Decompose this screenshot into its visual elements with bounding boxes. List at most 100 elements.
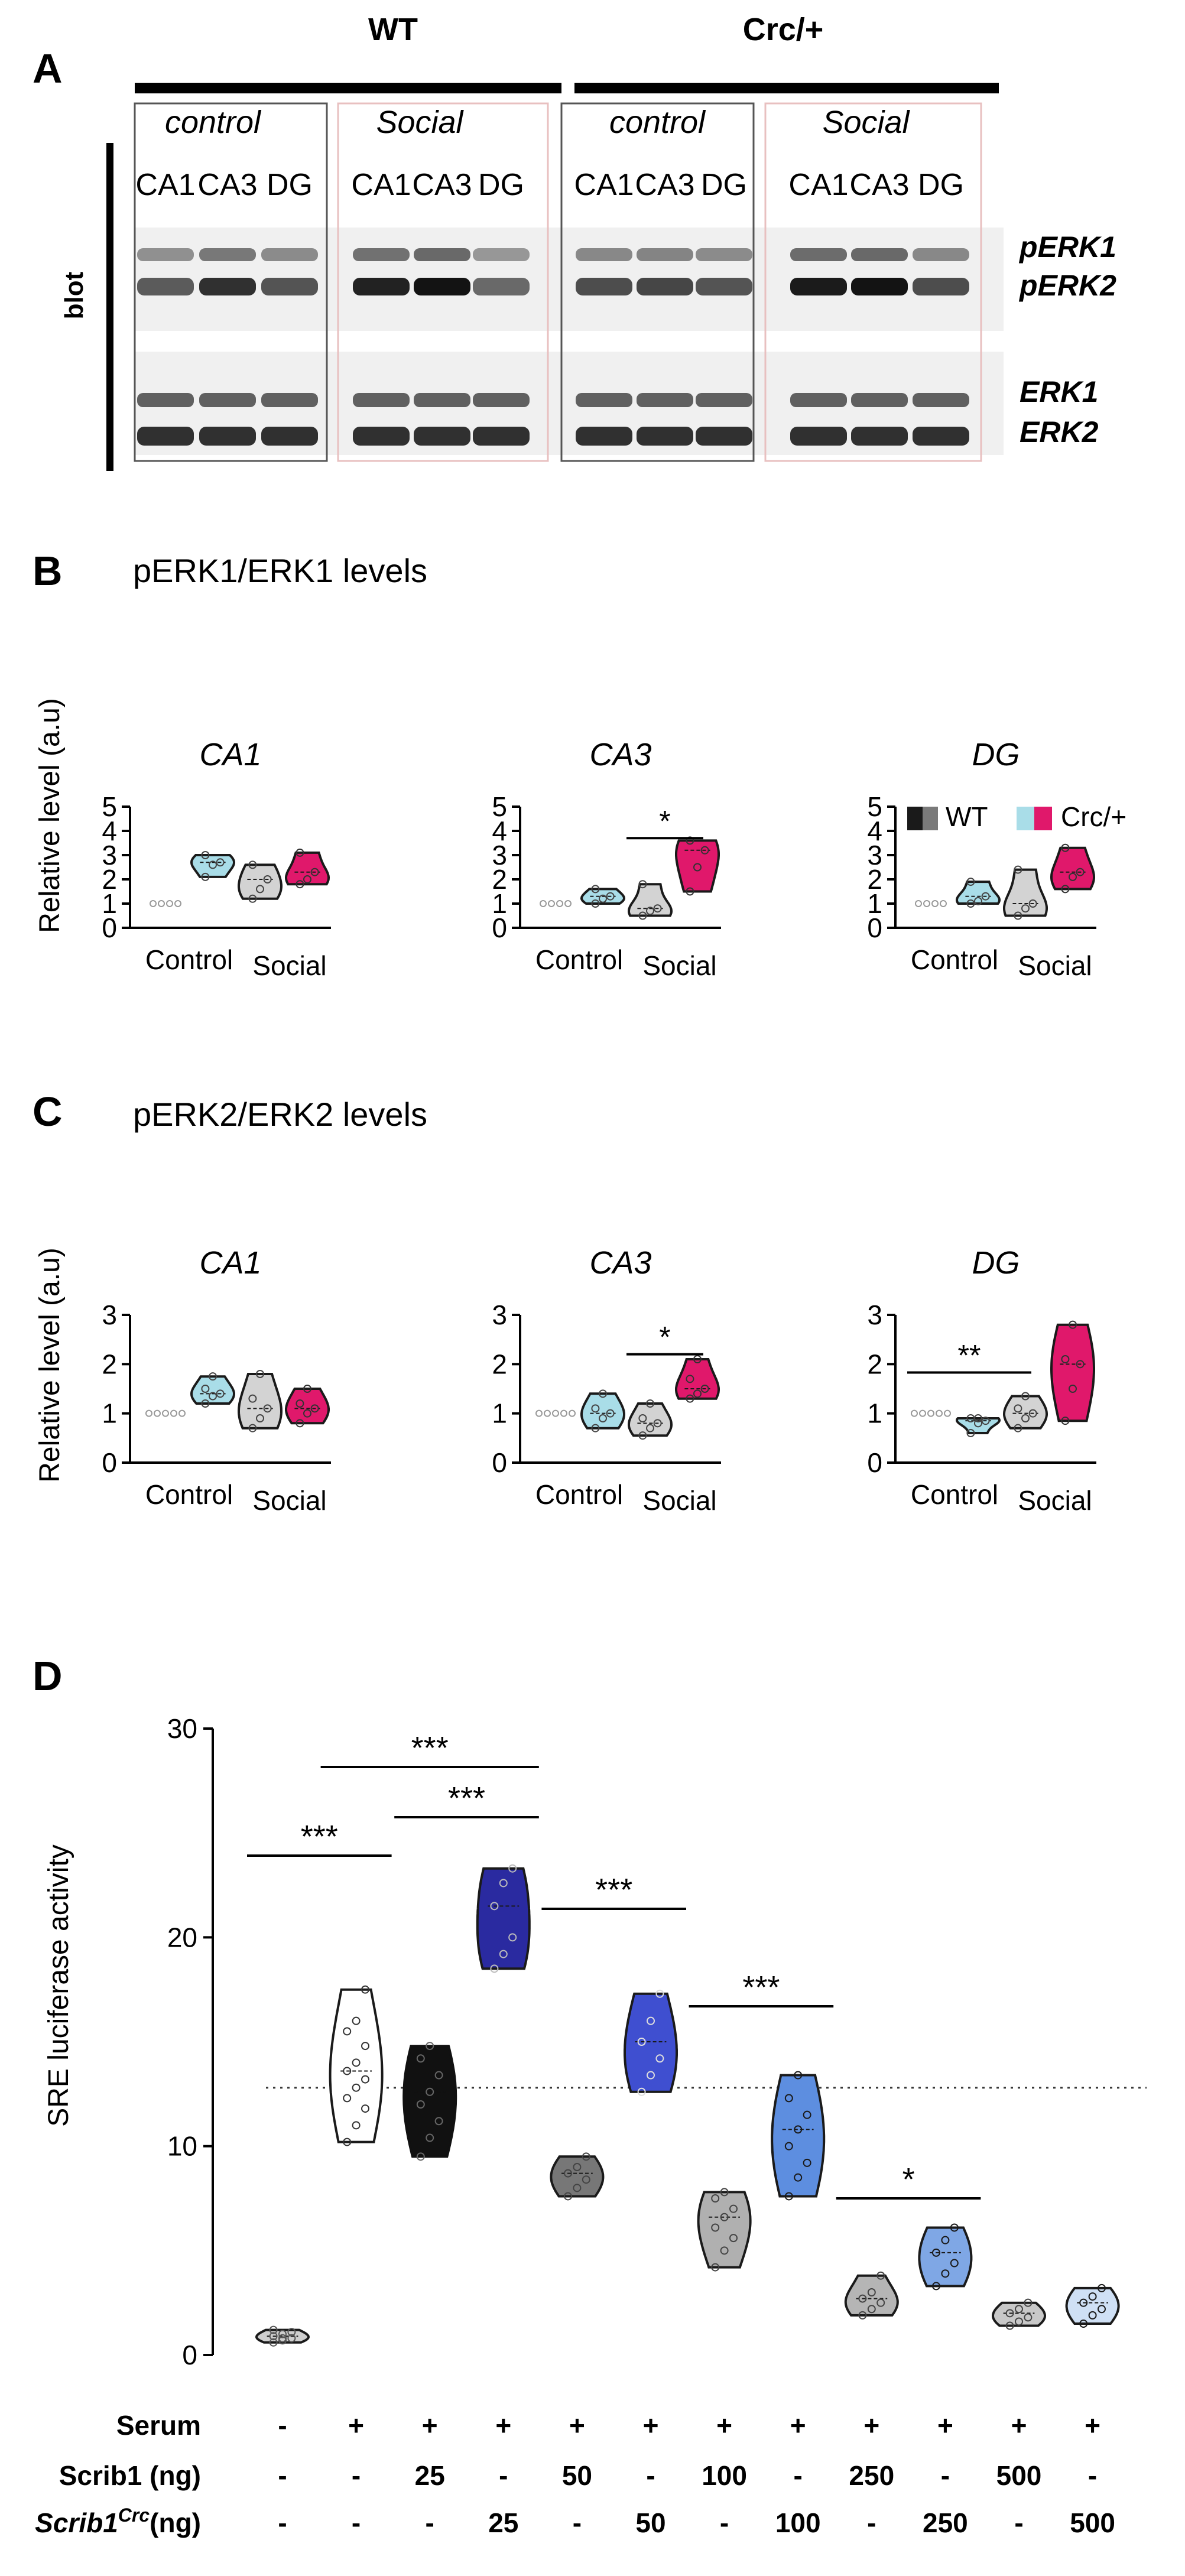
x-tick-label: Social [252,1485,326,1516]
band-label-erk2: ERK2 [1020,415,1099,449]
band-erk1 [414,393,470,407]
violin-sre-2 [402,2042,457,2161]
y-tick-label: 0 [867,1447,882,1478]
data-point [966,899,975,908]
group-bar-crc [574,83,999,93]
data-point [700,846,709,855]
data-point [256,1414,264,1422]
data-point [564,2192,572,2201]
data-point [1079,2298,1088,2307]
data-point [729,2204,738,2213]
lane-labels: CA1 CA3 DG CA1 CA3 DG CA1 CA3 DG CA1 CA3… [135,168,964,202]
violin-wt-control [915,900,947,907]
data-point [166,900,173,907]
band-erk2 [414,427,470,446]
treatment-cell-scrib1crc: 250 [923,2507,968,2538]
chart-title: CA1 [199,737,261,772]
treatment-cell-scrib1: - [1088,2460,1097,2491]
group-label-crc: Crc/+ [743,12,824,47]
data-point [637,2087,646,2096]
data-point [170,1409,177,1417]
band-erk1 [576,393,632,407]
data-point [158,900,165,907]
violin-wt-social [238,860,283,903]
x-tick-label: Control [911,944,998,975]
band-erk2 [913,427,969,446]
data-point [591,1404,600,1413]
violin-wt-control [150,900,181,907]
lane-box-wt-control [134,102,328,462]
data-point [248,860,257,869]
panel-a-letter: A [33,46,63,92]
violin-crc-social [1050,1320,1095,1425]
data-point [1005,2321,1014,2330]
y-tick-label: 3 [492,840,507,870]
data-point [1061,843,1070,852]
significance-label: * [902,2162,915,2197]
band-erk1 [851,393,908,407]
chart-title: DG [972,737,1020,772]
violin-wt-social [628,880,673,920]
data-point [923,900,930,907]
data-point [310,1404,319,1413]
treatment-cell-serum: + [569,2410,585,2441]
treatment-cell-serum: + [863,2410,879,2441]
data-point [434,2071,443,2080]
data-point [548,900,555,907]
violin-body [918,2226,973,2288]
treatment-cell-serum: + [1085,2410,1100,2441]
data-point [655,1989,664,1998]
data-point [693,1389,702,1398]
band-erk1 [261,393,318,407]
violin-sre-8 [844,2271,899,2320]
y-tick-label: 0 [182,2340,197,2370]
data-point [981,1417,990,1425]
data-point [944,1409,951,1417]
treatment-cell-scrib1: - [941,2460,950,2491]
band-erk2 [790,427,847,446]
data-point [803,2158,811,2167]
violin-body [238,1373,283,1430]
data-point [941,2236,950,2244]
data-point [1076,1360,1085,1369]
panel-d-ylabel: SRE luciferase activity [43,1844,74,2127]
violin-wt-social [1003,865,1048,920]
violin-body [956,881,1001,905]
violin-body [285,851,330,886]
band-perk1 [637,248,693,261]
y-tick-label: 20 [167,1922,197,1953]
data-point [573,2163,582,2171]
data-point [508,1864,517,1873]
violin-wt-social [238,1370,283,1432]
condition-label-crc-control: control [609,105,706,140]
data-point [201,1385,210,1393]
data-point [720,2246,729,2255]
legend-swatch-crc-cyan [1017,807,1034,830]
group-bar-wt [135,83,561,93]
chart-title: CA3 [589,737,651,772]
treatment-cell-serum: - [278,2410,287,2441]
data-point [287,2328,296,2337]
data-point [352,2121,361,2130]
chart-c-ca1: CA1 0 1 2 3 Control Social [102,1245,331,1516]
blot-bands [137,248,969,446]
data-point [1061,1417,1070,1425]
lane-label: CA3 [412,168,472,202]
data-point [940,900,947,907]
chart-c-dg: DG 0 1 2 3 Control Social ** [867,1245,1096,1516]
y-tick-label: 3 [492,1300,507,1330]
violin-body [550,2155,605,2198]
data-point [540,900,547,907]
violin-body [628,1402,673,1437]
treatment-cell-scrib1: - [278,2460,287,2491]
violin-body [1050,846,1095,891]
band-perk2 [353,278,410,295]
violin-body [675,1358,720,1400]
data-point [720,2188,729,2197]
data-point [637,2038,646,2046]
violin-wt-social [1003,1392,1048,1432]
data-point [303,1409,311,1418]
violin-body [1065,2286,1120,2325]
treatment-cell-serum: + [495,2410,511,2441]
data-point [693,863,702,872]
